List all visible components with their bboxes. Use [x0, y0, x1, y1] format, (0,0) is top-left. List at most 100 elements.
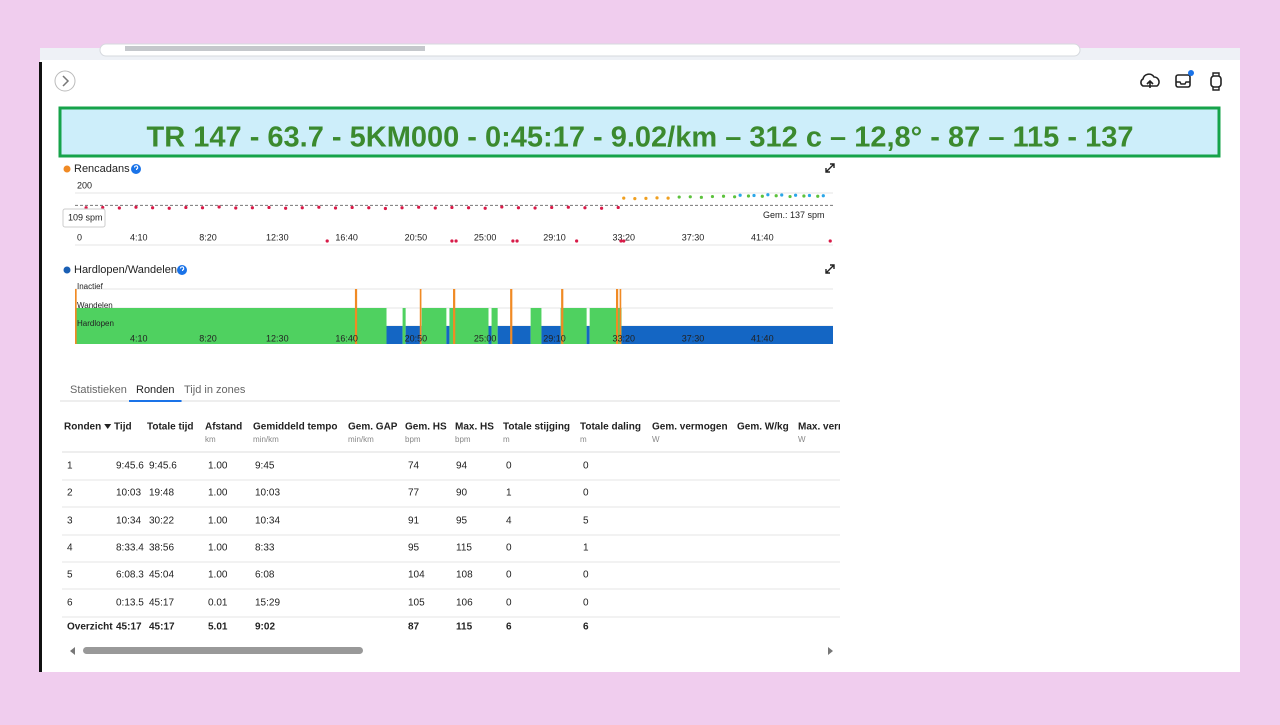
legend-dot [63, 165, 71, 173]
help-icon[interactable] [131, 164, 141, 174]
table-cell: 45:04 [149, 570, 174, 581]
column-header[interactable]: Ronden [64, 422, 101, 433]
table-cell: 74 [408, 461, 420, 472]
cadence-point [151, 206, 155, 210]
category-label: Wandelen [77, 301, 113, 310]
x-tick-label: 25:00 [474, 232, 497, 242]
x-tick-label: 33:20 [612, 333, 635, 343]
cadence-point [644, 196, 648, 200]
x-tick-label: 37:30 [682, 232, 705, 242]
tab[interactable]: Tijd in zones [184, 384, 246, 396]
activity-segment [530, 308, 542, 344]
table-cell: 30:22 [149, 516, 174, 527]
y-tick-label: 200 [77, 180, 92, 190]
table-cell: 115 [456, 543, 472, 554]
x-tick-label: 20:50 [405, 333, 428, 343]
cadence-point [619, 239, 623, 243]
cadence-point [333, 206, 338, 210]
help-icon[interactable] [177, 265, 187, 275]
table-cell: 1.00 [208, 516, 228, 527]
cadence-point [666, 196, 670, 200]
table-cell: 15:29 [255, 598, 280, 609]
cadence-point [184, 205, 188, 210]
activity-segment [453, 289, 456, 344]
table-cell: 1.00 [208, 543, 228, 554]
summary-cell: 115 [456, 622, 473, 633]
table-cell: 1.00 [208, 488, 228, 499]
scrollbar[interactable] [70, 647, 833, 655]
banner-text: TR 147 - 63.7 - 5KM000 - 0:45:17 - 9.02/… [147, 122, 1134, 154]
cadence-point [516, 206, 521, 210]
table-cell: 0 [506, 543, 512, 554]
device-icon[interactable] [1210, 72, 1222, 91]
activity-segment [560, 308, 587, 344]
cadence-point [655, 196, 659, 200]
column-header[interactable]: Gemiddeld tempo [253, 422, 337, 433]
column-unit: m [503, 435, 510, 444]
table-cell: 1 [67, 461, 73, 472]
expand-icon[interactable] [825, 264, 835, 274]
tab[interactable]: Statistieken [70, 384, 127, 396]
sidebar-toggle[interactable] [54, 70, 76, 92]
url-hint [125, 46, 425, 51]
summary-cell: 6 [583, 622, 589, 633]
cadence-point [575, 239, 579, 243]
laps-table: Ronden Tijd Totale tijd Afstand km Gemiddeld … [62, 422, 871, 633]
column-header[interactable]: Totale tijd [147, 422, 193, 433]
column-header[interactable]: Gem. vermogen [652, 422, 728, 433]
table-cell: 5 [67, 570, 73, 581]
column-unit: min/km [348, 435, 374, 444]
cadence-point [284, 206, 288, 210]
column-header[interactable]: Gem. GAP [348, 422, 398, 433]
cadence-point [766, 193, 770, 197]
x-tick-label: 8:20 [199, 333, 217, 343]
upload-icon[interactable] [1140, 73, 1160, 88]
activity-segment [386, 326, 403, 344]
column-unit: bpm [455, 435, 471, 444]
cadence-point [250, 206, 254, 210]
activity-segment [449, 308, 489, 344]
table-cell: 0 [583, 570, 589, 581]
column-header[interactable]: Max. vermogen [798, 422, 871, 433]
cadence-point [515, 239, 519, 243]
cadence-point [550, 205, 554, 210]
column-unit: W [652, 435, 660, 444]
summary-cell: 87 [408, 622, 420, 633]
activity-segment [541, 326, 561, 344]
cadence-point [400, 206, 404, 210]
cadence-point [267, 205, 271, 210]
inbox-icon[interactable] [1175, 70, 1194, 88]
cadence-point [746, 194, 751, 198]
cadence-point [300, 206, 304, 210]
column-header[interactable]: Tijd [114, 422, 132, 433]
table-cell: 0 [506, 570, 512, 581]
x-tick-label: 37:30 [682, 333, 705, 343]
column-header[interactable]: Totale daling [580, 422, 641, 433]
banner-box [58, 106, 1221, 158]
activity-segment [510, 289, 513, 344]
column-header[interactable]: Gem. W/kg [737, 422, 789, 433]
table-cell: 90 [456, 488, 468, 499]
cadence-point [483, 206, 487, 210]
cadence-point [101, 205, 105, 210]
column-header[interactable]: Afstand [205, 422, 242, 433]
column-header[interactable]: Gem. HS [405, 422, 447, 433]
activity-segment [419, 289, 422, 344]
activity-segment [402, 308, 406, 344]
table-cell: 106 [456, 598, 473, 609]
table-cell: 0:13.5 [116, 598, 144, 609]
activity-segment [354, 289, 358, 344]
table-cell: 9:45.6 [116, 461, 144, 472]
cadence-point [433, 206, 437, 210]
expand-icon[interactable] [825, 163, 835, 173]
x-tick-label: 29:10 [543, 232, 566, 242]
cadence-point [774, 194, 778, 198]
column-unit: m [580, 435, 587, 444]
cadence-point [454, 239, 458, 243]
column-header[interactable]: Totale stijging [503, 422, 570, 433]
summary-cell: 45:17 [149, 622, 175, 633]
column-header[interactable]: Max. HS [455, 422, 494, 433]
table-cell: 10:03 [255, 488, 280, 499]
tab[interactable]: Ronden [136, 384, 175, 396]
chart-title: Hardlopen/Wandelen [74, 264, 177, 276]
